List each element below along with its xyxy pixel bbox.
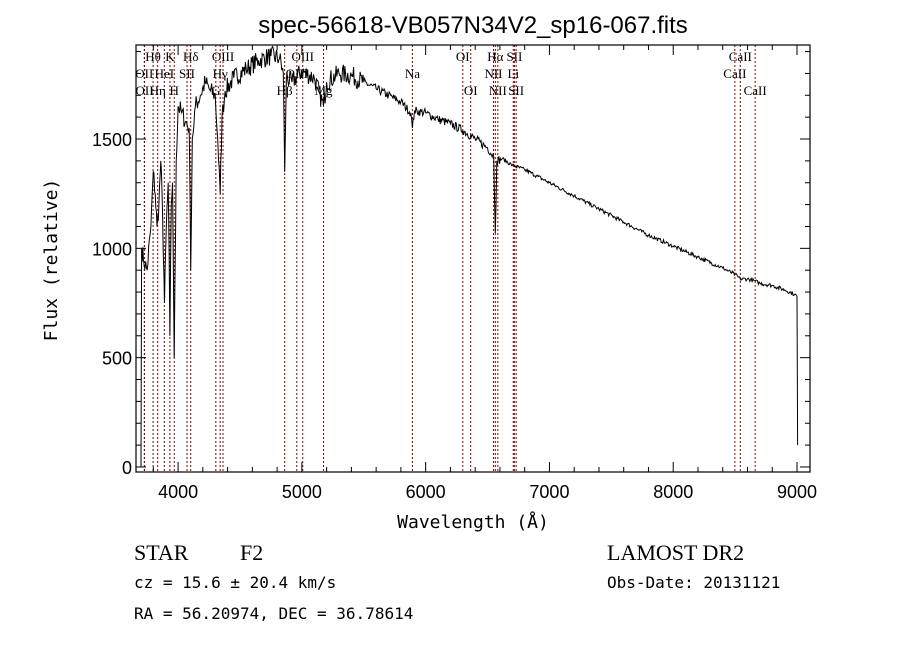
x-tick-label: 4000	[158, 482, 198, 502]
redshift-cz: cz = 15.6 ± 20.4 km/s	[134, 573, 336, 592]
spectral-line-label: NII	[489, 83, 507, 98]
object-class: STAR	[134, 540, 189, 565]
ra-dec: RA = 56.20974, DEC = 36.78614	[134, 604, 413, 623]
plot-frame	[135, 44, 811, 473]
spectral-line-label: G	[211, 83, 220, 98]
y-tick-label: 500	[102, 349, 132, 369]
spectral-line-label: Na	[405, 66, 420, 81]
spectral-line-label: OI	[464, 83, 478, 98]
spectral-line-label: SII	[506, 49, 522, 64]
x-tick-label: 5000	[282, 482, 322, 502]
axis-ticks: 4000 5000 6000 7000 8000 9000 0 500 1000 1500	[92, 45, 817, 502]
spectrum-line	[140, 45, 799, 468]
x-tick-label: 9000	[777, 482, 817, 502]
y-tick-label: 0	[122, 458, 132, 478]
spectral-line-label: CaII	[729, 49, 752, 64]
spectral-line-label: OIII	[292, 49, 314, 64]
spectral-line-label: Hδ	[183, 49, 199, 64]
survey-name: LAMOST DR2	[607, 540, 744, 565]
spectral-line-label: H	[170, 83, 179, 98]
x-tick-label: 6000	[406, 482, 446, 502]
spectral-line-label: OI	[456, 49, 470, 64]
spectral-line-label: SII	[179, 66, 195, 81]
x-tick-label: 7000	[529, 482, 569, 502]
spectral-line-label: Hα	[487, 49, 503, 64]
spectral-line-label: Hθ	[145, 49, 161, 64]
spectral-line-label: CaII	[723, 66, 746, 81]
x-axis-label: Wavelength (Å)	[397, 511, 549, 533]
spectral-line-label: NII	[484, 66, 502, 81]
spectral-line-label: Hβ	[277, 83, 293, 98]
obs-date: Obs-Date: 20131121	[607, 573, 780, 592]
y-axis-label: Flux (relative)	[41, 179, 62, 342]
x-tick-label: 8000	[653, 482, 693, 502]
spectral-line-label: SII	[508, 83, 524, 98]
spectral-line-label: Hη	[150, 83, 166, 98]
spectral-line-label: Li	[508, 66, 520, 81]
object-subclass: F2	[240, 540, 263, 565]
chart-title: spec-56618-VB057N34V2_sp16-067.fits	[258, 12, 688, 39]
spectral-line-label: OII	[136, 83, 154, 98]
spectral-line-label: CaII	[744, 83, 767, 98]
y-tick-label: 1500	[92, 130, 132, 150]
spectral-line-label: Hγ	[213, 66, 228, 81]
spectral-line-label: K	[165, 49, 175, 64]
spectral-line-label: HeI	[155, 66, 175, 81]
spectral-line-label: OIII	[212, 49, 234, 64]
y-tick-label: 1000	[92, 239, 132, 259]
